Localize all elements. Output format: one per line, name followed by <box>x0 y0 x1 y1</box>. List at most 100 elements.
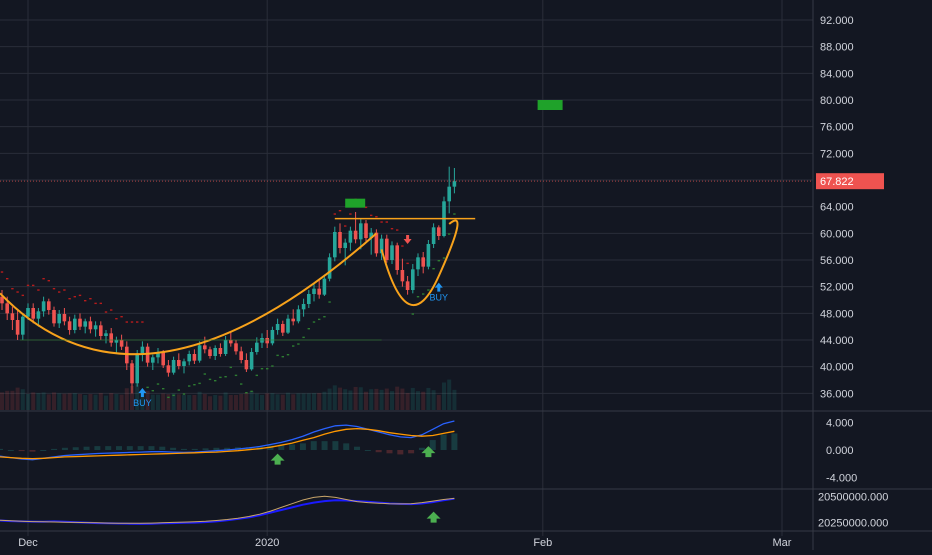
histogram-bar <box>105 446 112 450</box>
histogram-bar <box>451 433 458 450</box>
trail-stop-dot <box>21 294 24 297</box>
candle-down <box>31 308 35 319</box>
volume-bar <box>57 393 62 410</box>
volume-bar <box>5 390 10 410</box>
price-tick-label: 84.000 <box>820 68 854 80</box>
candle-down <box>78 318 82 327</box>
trail-stop-dot <box>240 383 243 385</box>
candle-down <box>166 365 171 373</box>
last-price-marker: 67.822 <box>816 173 884 190</box>
candle-down <box>15 320 20 335</box>
trail-stop-dot <box>208 378 212 381</box>
cross-up-arrow-icon <box>426 511 441 523</box>
volume-bar <box>202 394 207 410</box>
trail-stop-dot <box>193 384 196 386</box>
candle-down <box>317 288 321 295</box>
volume-bar <box>270 393 275 410</box>
candle-up <box>151 357 155 363</box>
trail-stop-dot <box>229 366 232 369</box>
trail-stop-dot <box>99 302 102 305</box>
volume-bar <box>431 390 436 410</box>
trail-stop-dot <box>442 257 446 259</box>
candle-down <box>161 352 165 366</box>
candle-up <box>416 257 420 270</box>
target-box <box>345 198 366 208</box>
volume-bar <box>353 386 358 410</box>
histogram-bar <box>289 444 296 450</box>
histogram-bar <box>343 443 350 450</box>
trail-stop-dot <box>453 213 456 215</box>
volume-bar <box>364 391 368 410</box>
candle-down <box>291 318 295 322</box>
oscillator-pane[interactable] <box>0 420 458 465</box>
candle-up <box>255 342 259 352</box>
trail-stop-dot <box>68 298 71 300</box>
trail-stop-dot <box>276 354 279 357</box>
histogram-bar <box>40 450 47 451</box>
time-tick-label: Dec <box>18 537 38 549</box>
price-tick-label: 92.000 <box>820 15 854 27</box>
trail-stop-dot <box>416 296 420 298</box>
volume-bar <box>379 389 384 410</box>
volume-bar <box>36 393 41 410</box>
trail-stop-dot <box>375 216 378 218</box>
buy-signal-label: BUY <box>133 398 152 408</box>
volume-bar <box>208 396 212 410</box>
candle-up <box>312 288 316 294</box>
candle-up <box>431 227 436 244</box>
candle-down <box>0 296 4 304</box>
volume-bar <box>72 393 77 410</box>
buy-arrow-icon <box>434 282 443 292</box>
volume-bar <box>400 388 405 410</box>
volume-bar <box>327 388 332 410</box>
volume-bar <box>239 394 244 410</box>
trail-stop-dot <box>255 374 258 377</box>
time-axis[interactable]: Dec 2020 Feb Mar <box>18 537 792 549</box>
oscillator-tick-label: -4.000 <box>826 473 857 485</box>
candle-up <box>156 352 160 358</box>
volume-bar <box>98 393 103 410</box>
histogram-bar <box>159 446 166 450</box>
volume-bar <box>46 394 51 410</box>
price-axis[interactable]: 36.000 40.000 44.000 48.000 52.000 56.000 60.0… <box>818 15 888 530</box>
volume-bar <box>343 389 348 410</box>
candle-up <box>114 340 119 343</box>
price-pane[interactable]: BUY BUY <box>0 100 813 410</box>
candle-down <box>234 343 238 352</box>
histogram-bar <box>418 447 425 450</box>
trail-stop-dot <box>42 278 45 280</box>
histogram-bar <box>386 450 393 454</box>
volume-bar <box>0 392 4 410</box>
indicator-pane[interactable] <box>0 495 455 525</box>
price-tick-label: 52.000 <box>820 282 854 294</box>
trail-stop-dot <box>302 336 305 339</box>
volume-bar <box>275 394 280 410</box>
candle-down <box>385 238 389 260</box>
candle-up <box>275 324 280 330</box>
volume-bar <box>135 384 140 410</box>
candle-up <box>223 340 228 354</box>
price-tick-label: 80.000 <box>820 95 854 107</box>
trail-stop-dot <box>84 300 87 302</box>
candle-down <box>10 313 15 320</box>
volume-bar <box>156 394 160 410</box>
candle-down <box>177 360 181 366</box>
volume-bar <box>145 390 150 410</box>
volume-bar <box>249 391 254 410</box>
price-tick-label: 36.000 <box>820 388 854 400</box>
cross-up-arrow-icon <box>270 453 285 465</box>
histogram-bar <box>354 446 361 450</box>
price-tick-label: 76.000 <box>820 122 854 134</box>
trail-stop-dot <box>260 368 264 370</box>
time-tick-label: Feb <box>533 537 552 549</box>
candle-up <box>104 333 108 336</box>
candle-up <box>286 318 290 333</box>
trail-stop-dot <box>380 221 383 223</box>
candle-up <box>270 330 275 344</box>
candle-down <box>203 345 207 350</box>
trail-stop-dot <box>156 383 160 385</box>
trail-stop-dot <box>224 376 227 378</box>
